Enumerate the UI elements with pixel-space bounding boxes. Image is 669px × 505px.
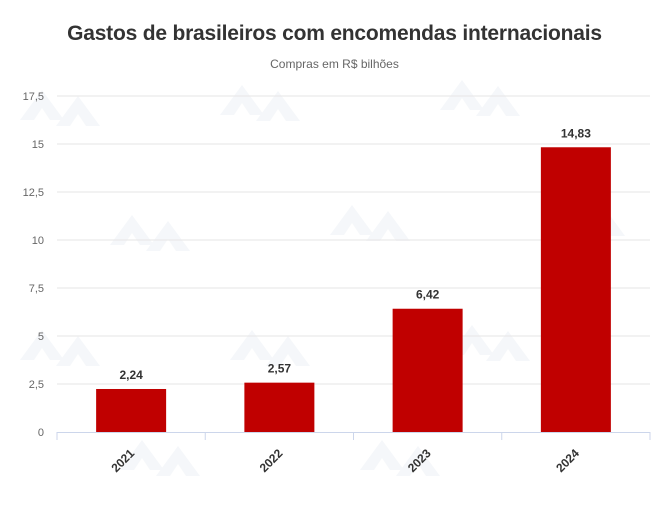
y-axis: 0 2,5 5 7,5 10 12,5 15 17,5: [23, 91, 44, 439]
y-tick-label: 0: [38, 427, 44, 439]
data-label: 14,83: [561, 126, 591, 140]
bar-2023: [392, 308, 463, 432]
y-tick-label: 7,5: [29, 283, 44, 295]
y-tick-label: 2,5: [29, 379, 44, 391]
y-tick-label: 5: [38, 331, 44, 343]
x-tick-label: 2024: [553, 446, 582, 475]
data-label: 2,24: [119, 368, 143, 382]
y-tick-label: 15: [32, 139, 44, 151]
x-tick-label: 2022: [257, 446, 286, 475]
data-label: 6,42: [416, 288, 440, 302]
bar-2021: [96, 388, 167, 432]
data-labels: 2,24 2,57 6,42 14,83: [119, 126, 591, 382]
bar-2024: [540, 147, 611, 432]
chart-title: Gastos de brasileiros com encomendas int…: [67, 22, 602, 45]
data-label: 2,57: [268, 362, 292, 376]
y-tick-label: 17,5: [23, 91, 44, 103]
bars: [96, 147, 611, 432]
y-tick-label: 10: [32, 235, 44, 247]
chart-subtitle: Compras em R$ bilhões: [270, 57, 399, 71]
y-tick-label: 12,5: [23, 187, 44, 199]
bar-2022: [244, 382, 315, 432]
